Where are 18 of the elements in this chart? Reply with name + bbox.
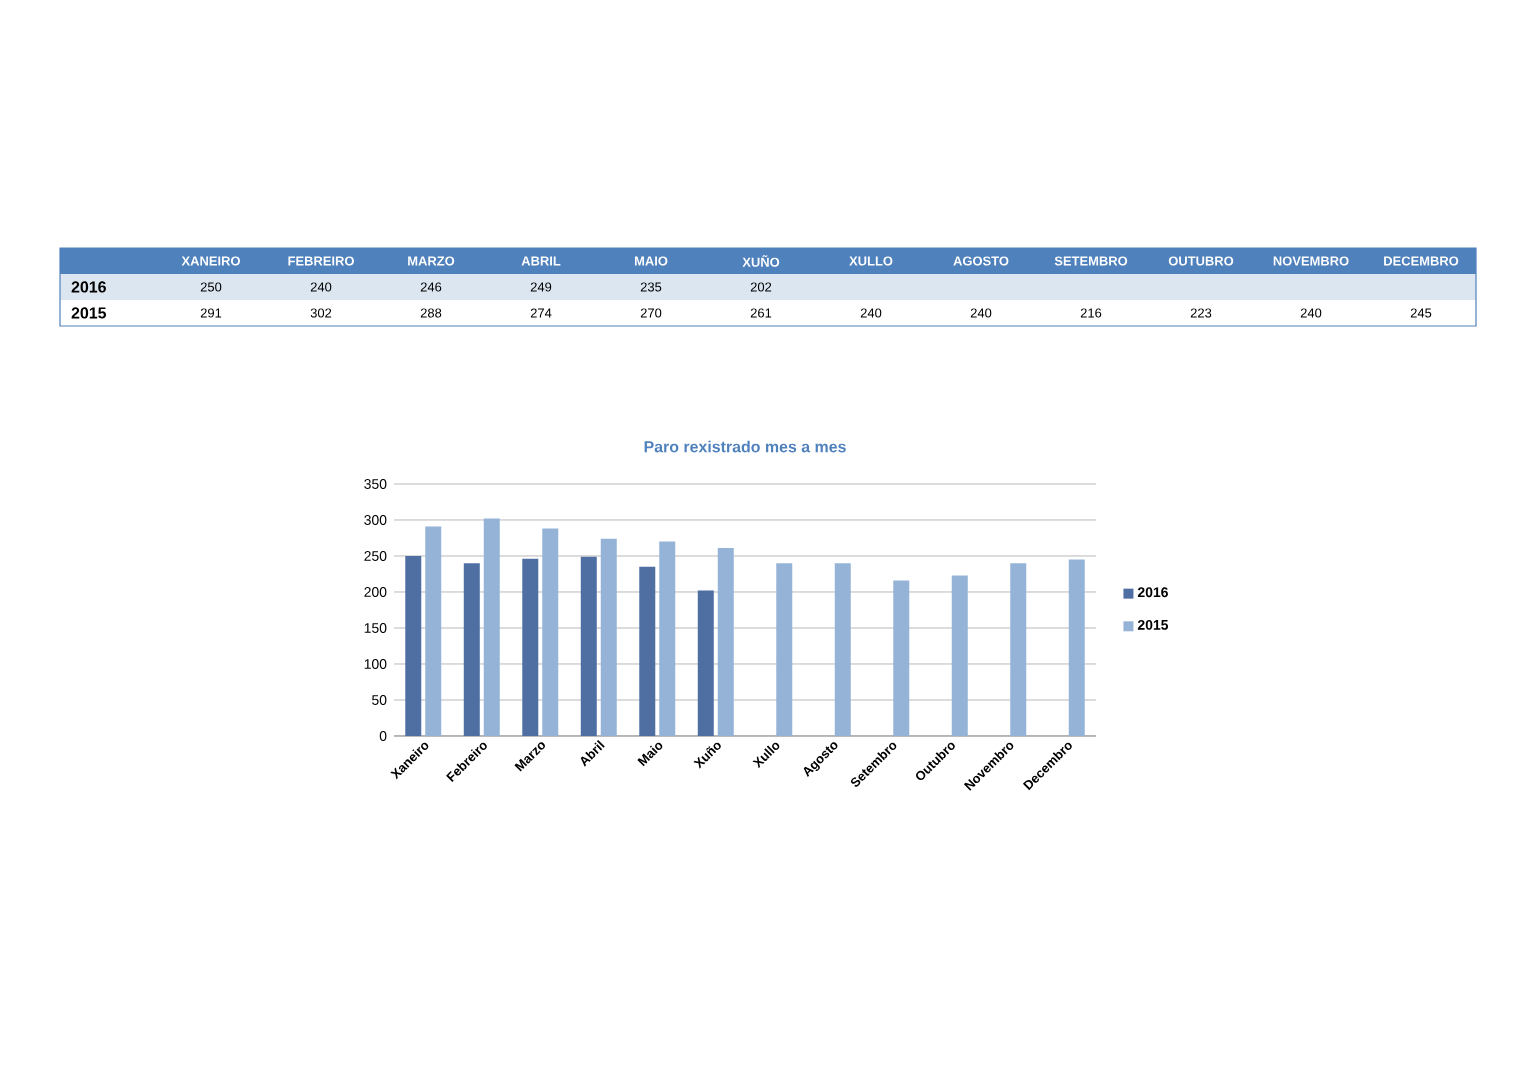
bar	[659, 541, 676, 736]
bar	[697, 590, 714, 736]
bar	[542, 528, 559, 736]
bar	[951, 575, 968, 736]
bar	[463, 563, 480, 736]
bar	[639, 566, 656, 736]
bar	[483, 518, 500, 736]
bar	[1010, 563, 1027, 736]
bar	[425, 526, 442, 736]
bar	[893, 580, 910, 736]
bar	[776, 563, 793, 736]
bar	[405, 555, 422, 736]
bar	[600, 538, 617, 736]
bar	[717, 548, 734, 736]
bar	[522, 558, 539, 736]
bar	[580, 556, 597, 736]
bar	[834, 563, 851, 736]
bar	[1068, 559, 1085, 736]
